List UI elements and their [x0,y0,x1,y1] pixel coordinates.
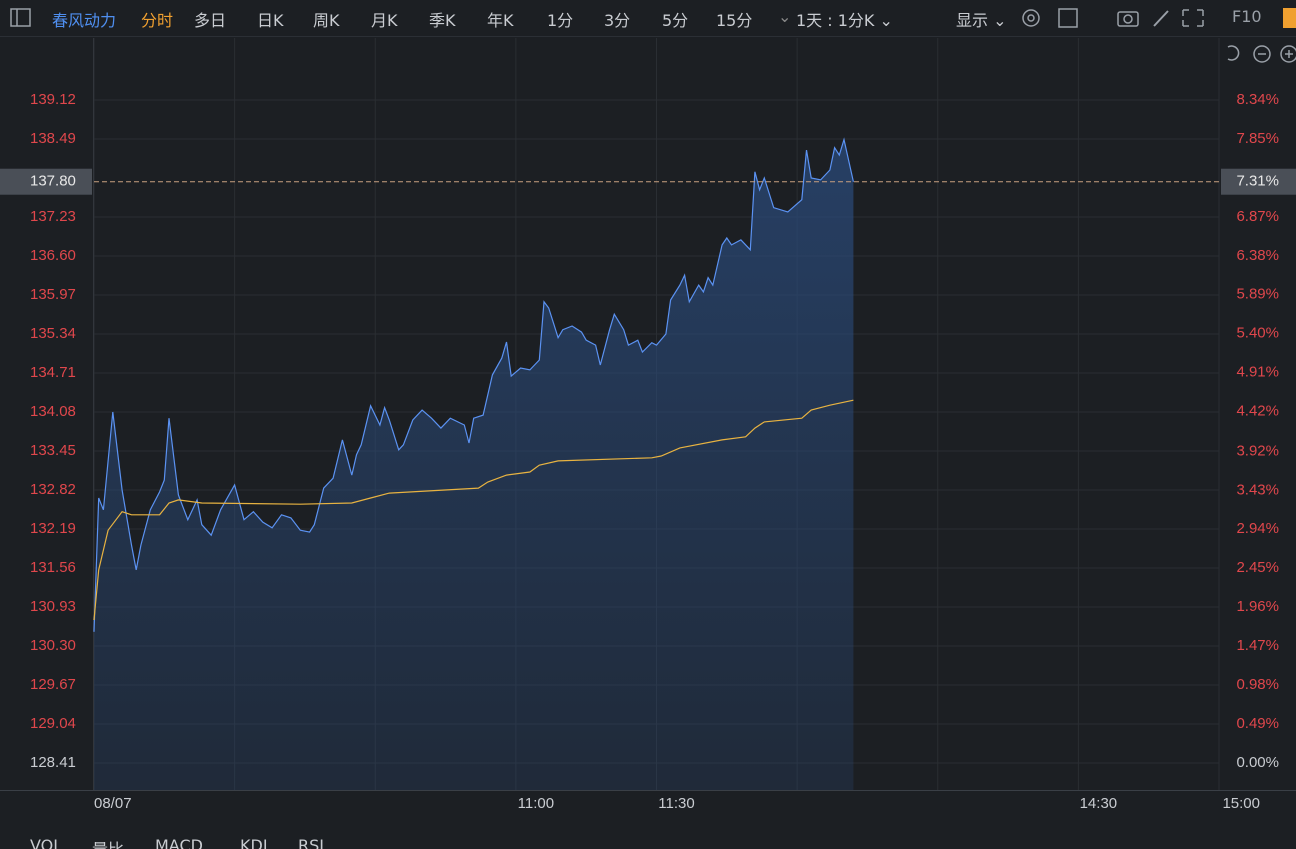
y2-tick-label: 0.49% [1236,715,1279,732]
period-tab[interactable]: 5分 [662,11,689,30]
period-tab[interactable]: 日K [257,11,284,30]
period-tab[interactable]: 15分 [716,11,753,30]
y-tick-label: 134.08 [30,403,76,420]
x-tick-label: 08/07 [94,795,132,812]
indicator-tab[interactable]: VOL [30,836,63,849]
period[interactable]: 1天 : 1分K [796,11,875,30]
average-line [93,399,854,621]
y2-tick-label: 0.98% [1236,676,1279,693]
y2-tick-label: 4.91% [1236,364,1279,381]
y-tick-label: 135.34 [30,325,76,342]
orange-tab[interactable] [1283,8,1296,28]
y-tick-label: 135.97 [30,286,76,303]
x-tick-label: 11:30 [658,795,694,812]
y-tick-label: 132.19 [30,520,76,537]
x-tick-label: 14:30 [1080,795,1118,812]
price-line [93,137,854,632]
last-change-label: 7.31% [1236,173,1279,190]
y-tick-label: 137.23 [30,208,76,225]
zoom-icons [1227,45,1296,63]
sidebar-icon[interactable] [10,8,32,28]
stock-name[interactable]: 春风动力 [52,11,117,30]
period-tab[interactable]: 季K [429,11,456,30]
f10[interactable]: F10 [1232,7,1262,26]
y2-tick-label: 4.42% [1236,403,1279,420]
y2-tick-label: 2.45% [1236,559,1279,576]
period-tab[interactable]: 年K [487,11,514,30]
indicator-tab[interactable]: RSI [298,836,324,849]
y-tick-label: 131.56 [30,559,76,576]
y2-tick-label: 3.92% [1236,442,1279,459]
y2-tick-label: 6.87% [1236,208,1279,225]
y2-tick-label: 6.38% [1236,247,1279,264]
period-tab[interactable]: 1分 [547,11,574,30]
indicator-tab[interactable]: KDJ [240,836,268,849]
last-price-box [0,168,92,195]
period-tab[interactable]: 3分 [604,11,631,30]
toolbar: 春风动力 ⌄ 1天 : 1分K ⌄ 显示 ⌄ F10 分时 多日 日K 周K 月K 季K 年… [0,0,1296,37]
y2-tick-label: 3.43% [1236,481,1279,498]
y-tick-label: 130.93 [30,598,76,615]
y-tick-label: 133.45 [30,442,76,459]
toolbar-icons [1022,8,1204,28]
y2-tick-label: 1.96% [1236,598,1279,615]
grid [93,38,1220,791]
y2-tick-label: 8.34% [1236,91,1279,108]
indicator-tab[interactable]: MACD [155,836,203,849]
y2-tick-label: 2.94% [1236,520,1279,537]
y-tick-label: 132.82 [30,481,76,498]
indicator-tab[interactable]: 量比 [92,836,124,849]
y-tick-label: 129.04 [30,715,76,732]
more-chevron[interactable]: ⌄ [778,7,792,26]
y2-tick-label: 5.89% [1236,286,1279,303]
x-tick-label: 11:00 [518,795,554,812]
y-tick-label: 129.67 [30,676,76,693]
y2-tick-label: 1.47% [1236,637,1279,654]
y-tick-label: 134.71 [30,364,76,381]
price-area [94,139,854,791]
y2-tick-label: 7.85% [1236,130,1279,147]
period-tab[interactable]: 多日 [194,11,227,30]
display-select[interactable]: 显示 ⌄ [956,11,1007,30]
last-price-label: 137.80 [30,173,76,190]
period-tab[interactable]: 分时 [141,11,174,30]
period-tab[interactable]: 月K [371,11,398,30]
y-tick-label: 128.41 [30,754,76,771]
y-tick-label: 130.30 [30,637,76,654]
y2-tick-label: 5.40% [1236,325,1279,342]
period-tab[interactable]: 周K [313,11,340,30]
y2-tick-label: 0.00% [1236,754,1279,771]
y-tick-label: 139.12 [30,91,76,108]
y-tick-label: 136.60 [30,247,76,264]
chart: 139.12 138.49 137.23 136.60 135.97 135.34 134.… [0,38,1296,812]
x-tick-label: 15:00 [1222,795,1260,812]
period-select[interactable]: 1天 : 1分K ⌄ [796,11,893,30]
display[interactable]: 显示 [956,11,989,30]
last-change-box [1221,168,1296,195]
y-tick-label: 138.49 [30,130,76,147]
